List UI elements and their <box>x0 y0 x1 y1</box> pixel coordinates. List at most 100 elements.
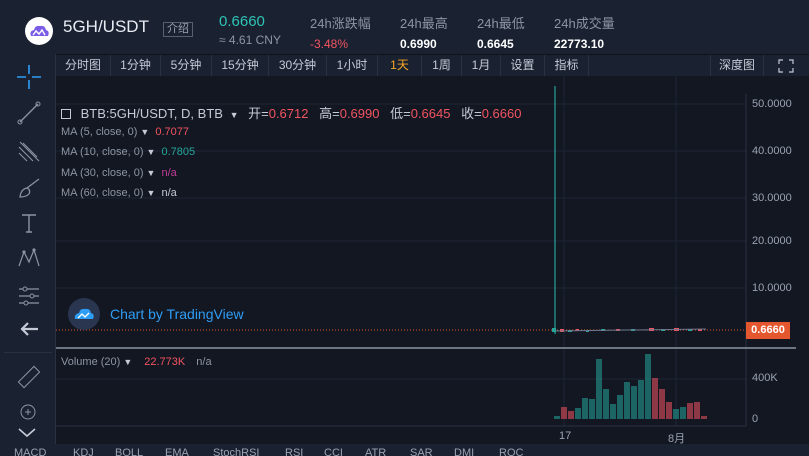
trading-pair: 5GH/USDT <box>63 17 149 36</box>
fullscreen-button[interactable] <box>771 55 801 76</box>
indicator-stochrsi[interactable]: StochRSI <box>213 447 260 456</box>
measure-lines-tool[interactable] <box>16 283 42 309</box>
ma-legend-row[interactable]: MA (60, close, 0) ▼ n/a <box>61 187 177 199</box>
indicator-boll[interactable]: BOLL <box>115 447 144 456</box>
volume-axis-label: 400K <box>752 372 778 384</box>
symbol-label[interactable]: BTB:5GH/USDT, D, BTB <box>80 106 223 121</box>
interval-1h[interactable]: 1小时 <box>327 55 378 76</box>
time-axis-label: 8月 <box>668 433 686 445</box>
ruler-tool[interactable] <box>16 364 42 390</box>
intro-button[interactable]: 介绍 <box>163 22 193 37</box>
stat-label: 24h成交量 <box>554 16 615 31</box>
stat-change: 24h涨跌幅 -3.48% <box>310 13 371 51</box>
indicator-atr[interactable]: ATR <box>365 447 387 456</box>
price-cny: ≈ 4.61 CNY <box>219 33 281 47</box>
ma-label: MA (10, close, 0) <box>61 146 144 158</box>
interval-30m[interactable]: 30分钟 <box>269 55 327 76</box>
ma-label: MA (5, close, 0) <box>61 126 138 138</box>
volume-axis-label: 0 <box>752 413 759 425</box>
chevron-down-icon <box>18 428 36 438</box>
brush-tool[interactable] <box>16 175 42 201</box>
interval-toolbar: 分时图 1分钟 5分钟 15分钟 30分钟 1小时 1天 1周 1月 设置 指标… <box>56 54 809 76</box>
back-button[interactable] <box>16 316 42 342</box>
brush-icon <box>19 178 40 198</box>
ma-label: MA (30, close, 0) <box>61 167 144 179</box>
caret-down-icon[interactable]: ▼ <box>146 147 156 157</box>
fib-icon <box>18 141 40 162</box>
stat-value: 0.6645 <box>477 37 514 51</box>
price-axis-label: 40.0000 <box>752 145 792 157</box>
depth-chart-button[interactable]: 深度图 <box>710 55 764 76</box>
ohlc-high: 0.6990 <box>339 106 380 121</box>
stat-volume: 24h成交量 22773.10 <box>554 13 615 51</box>
ma-value: n/a <box>161 187 177 199</box>
sidebar-divider <box>4 352 52 353</box>
indicator-rsi[interactable]: RSI <box>285 447 304 456</box>
pattern-icon <box>18 248 40 267</box>
interval-1d[interactable]: 1天 <box>378 55 422 76</box>
fullscreen-icon <box>778 59 794 73</box>
current-price-tag: 0.6660 <box>746 322 790 339</box>
stat-high: 24h最高 0.6990 <box>400 13 448 51</box>
crosshair-tool[interactable] <box>16 64 42 90</box>
last-price: 0.6660 <box>219 13 265 30</box>
settings-button[interactable]: 设置 <box>501 55 545 76</box>
indicator-roc[interactable]: ROC <box>499 447 524 456</box>
indicator-kdj[interactable]: KDJ <box>73 447 94 456</box>
ma-legend-row[interactable]: MA (10, close, 0) ▼ 0.7805 <box>61 146 195 158</box>
fib-tool[interactable] <box>16 138 42 164</box>
price-chart[interactable]: BTB:5GH/USDT, D, BTB ▼ 开=0.6712 高=0.6990… <box>56 76 809 456</box>
trend-line-icon <box>17 101 41 125</box>
stat-value: 22773.10 <box>554 37 605 51</box>
caret-down-icon[interactable]: ▼ <box>146 188 156 198</box>
interval-1w[interactable]: 1周 <box>422 55 462 76</box>
interval-tick[interactable]: 分时图 <box>56 55 111 76</box>
stat-value: -3.48% <box>310 37 349 51</box>
price-axis-label: 30.0000 <box>752 192 792 204</box>
ma-label: MA (60, close, 0) <box>61 187 144 199</box>
time-axis-label: 17 <box>559 430 572 442</box>
ohlc-open: 0.6712 <box>268 106 309 121</box>
indicator-macd[interactable]: MACD <box>14 447 47 456</box>
sidebar-expand-button[interactable] <box>14 420 40 446</box>
indicator-dmi[interactable]: DMI <box>454 447 475 456</box>
indicators-button[interactable]: 指标 <box>545 55 589 76</box>
ohlc-low-label: 低 <box>390 106 404 121</box>
ruler-icon <box>17 365 41 389</box>
indicator-sar[interactable]: SAR <box>410 447 433 456</box>
interval-5m[interactable]: 5分钟 <box>161 55 212 76</box>
price-axis-label: 10.0000 <box>752 282 792 294</box>
ma-legend-row[interactable]: MA (30, close, 0) ▼ n/a <box>61 167 177 179</box>
drawing-toolbar <box>0 54 56 456</box>
zoom-tool[interactable] <box>16 400 42 426</box>
ohlc-close-label: 收 <box>461 106 475 121</box>
interval-15m[interactable]: 15分钟 <box>212 55 269 76</box>
interval-1m[interactable]: 1分钟 <box>111 55 161 76</box>
caret-down-icon[interactable]: ▼ <box>229 110 239 120</box>
collapse-box-icon[interactable] <box>61 109 71 119</box>
tradingview-badge[interactable]: Chart by TradingView <box>68 298 244 330</box>
stat-label: 24h最高 <box>400 16 448 31</box>
ma-value: 0.7805 <box>161 146 196 158</box>
tradingview-watermark: Chart by TradingView <box>110 306 244 322</box>
pattern-tool[interactable] <box>16 245 42 271</box>
indicator-cci[interactable]: CCI <box>324 447 343 456</box>
volume-legend[interactable]: Volume (20) ▼ 22.773K n/a <box>61 356 212 368</box>
caret-down-icon[interactable]: ▼ <box>123 357 133 367</box>
back-arrow-icon <box>20 322 38 336</box>
zoom-icon <box>20 404 36 420</box>
ma-value: n/a <box>161 167 177 179</box>
trend-line-tool[interactable] <box>16 100 42 126</box>
ohlc-open-label: 开 <box>248 106 262 121</box>
text-icon <box>22 214 36 233</box>
caret-down-icon[interactable]: ▼ <box>146 168 156 178</box>
ohlc-close: 0.6660 <box>481 106 522 121</box>
stat-label: 24h涨跌幅 <box>310 16 371 31</box>
interval-1mo[interactable]: 1月 <box>462 55 501 76</box>
caret-down-icon[interactable]: ▼ <box>140 127 150 137</box>
ma-legend-row[interactable]: MA (5, close, 0) ▼ 0.7077 <box>61 126 189 138</box>
text-tool[interactable] <box>16 210 42 236</box>
indicator-ema[interactable]: EMA <box>165 447 189 456</box>
ma-value: 0.7077 <box>155 126 189 138</box>
volume-extra: n/a <box>196 356 212 368</box>
